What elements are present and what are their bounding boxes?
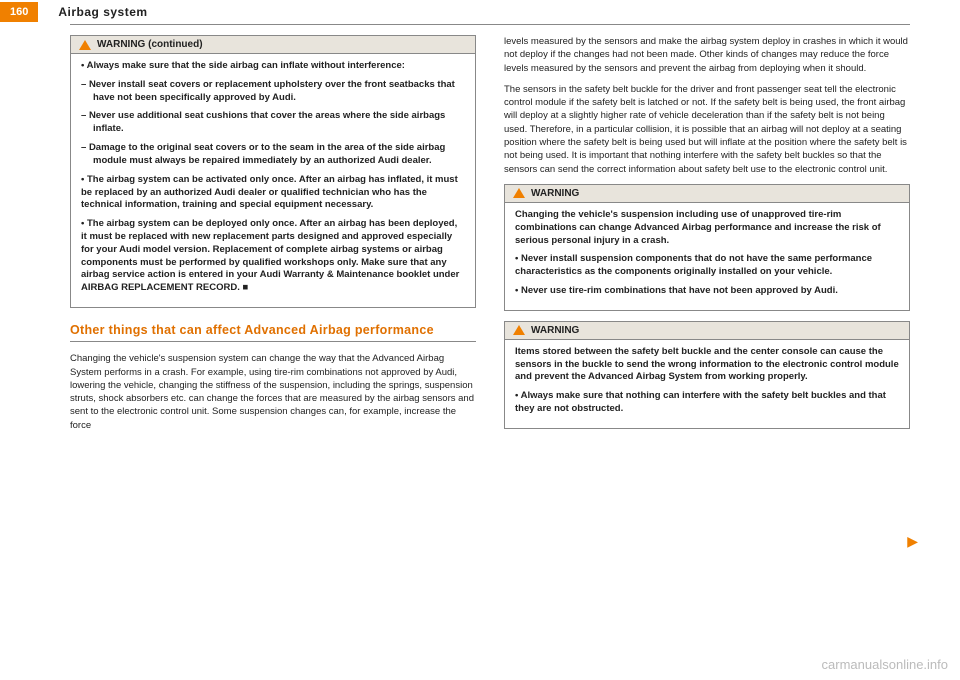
- page-header: 160 Airbag system: [0, 0, 960, 24]
- right-column: levels measured by the sensors and make …: [504, 35, 910, 440]
- warning-list: Always make sure that the side airbag ca…: [81, 60, 465, 295]
- right-body-2: The sensors in the safety belt buckle fo…: [504, 83, 910, 176]
- warning-item: Always make sure that nothing can interf…: [515, 390, 899, 416]
- warning-box-2: WARNING Changing the vehicle's suspensio…: [504, 184, 910, 311]
- warning-header-2: WARNING: [505, 185, 909, 203]
- warning-3-list: Always make sure that nothing can interf…: [515, 390, 899, 416]
- warning-item: The airbag system can be activated only …: [81, 174, 465, 212]
- warning-triangle-icon: [513, 188, 525, 198]
- warning-item: Never use additional seat cushions that …: [81, 110, 465, 136]
- warning-body: Always make sure that the side airbag ca…: [71, 54, 475, 307]
- warning-item: Always make sure that the side airbag ca…: [81, 60, 465, 73]
- warning-2-lead: Changing the vehicle's suspension includ…: [515, 209, 899, 247]
- section-title: Other things that can affect Advanced Ai…: [70, 322, 476, 338]
- warning-header-2-text: WARNING: [531, 188, 579, 199]
- warning-body-3: Items stored between the safety belt buc…: [505, 340, 909, 428]
- warning-header-3: WARNING: [505, 322, 909, 340]
- watermark: carmanualsonline.info: [822, 657, 948, 672]
- warning-box-3: WARNING Items stored between the safety …: [504, 321, 910, 429]
- warning-item: Never install suspension components that…: [515, 253, 899, 279]
- warning-item: Never use tire-rim combinations that hav…: [515, 285, 899, 298]
- warning-body-2: Changing the vehicle's suspension includ…: [505, 203, 909, 310]
- warning-item: The airbag system can be deployed only o…: [81, 218, 465, 295]
- warning-3-lead: Items stored between the safety belt buc…: [515, 346, 899, 384]
- warning-header: WARNING (continued): [71, 36, 475, 54]
- header-rule: [70, 24, 910, 25]
- content-columns: WARNING (continued) Always make sure tha…: [0, 33, 960, 440]
- warning-header-text: WARNING (continued): [97, 39, 203, 50]
- title-rule: [70, 341, 476, 342]
- warning-box-continued: WARNING (continued) Always make sure tha…: [70, 35, 476, 308]
- warning-triangle-icon: [79, 40, 91, 50]
- warning-item: Never install seat covers or replacement…: [81, 79, 465, 105]
- left-column: WARNING (continued) Always make sure tha…: [70, 35, 476, 440]
- header-title: Airbag system: [58, 5, 147, 19]
- continuation-arrow-icon: ▶: [907, 533, 918, 550]
- left-body-text: Changing the vehicle's suspension system…: [70, 352, 476, 432]
- warning-item: Damage to the original seat covers or to…: [81, 142, 465, 168]
- warning-triangle-icon: [513, 325, 525, 335]
- warning-header-3-text: WARNING: [531, 325, 579, 336]
- right-body-1: levels measured by the sensors and make …: [504, 35, 910, 75]
- warning-2-list: Never install suspension components that…: [515, 253, 899, 297]
- page-number: 160: [0, 2, 38, 22]
